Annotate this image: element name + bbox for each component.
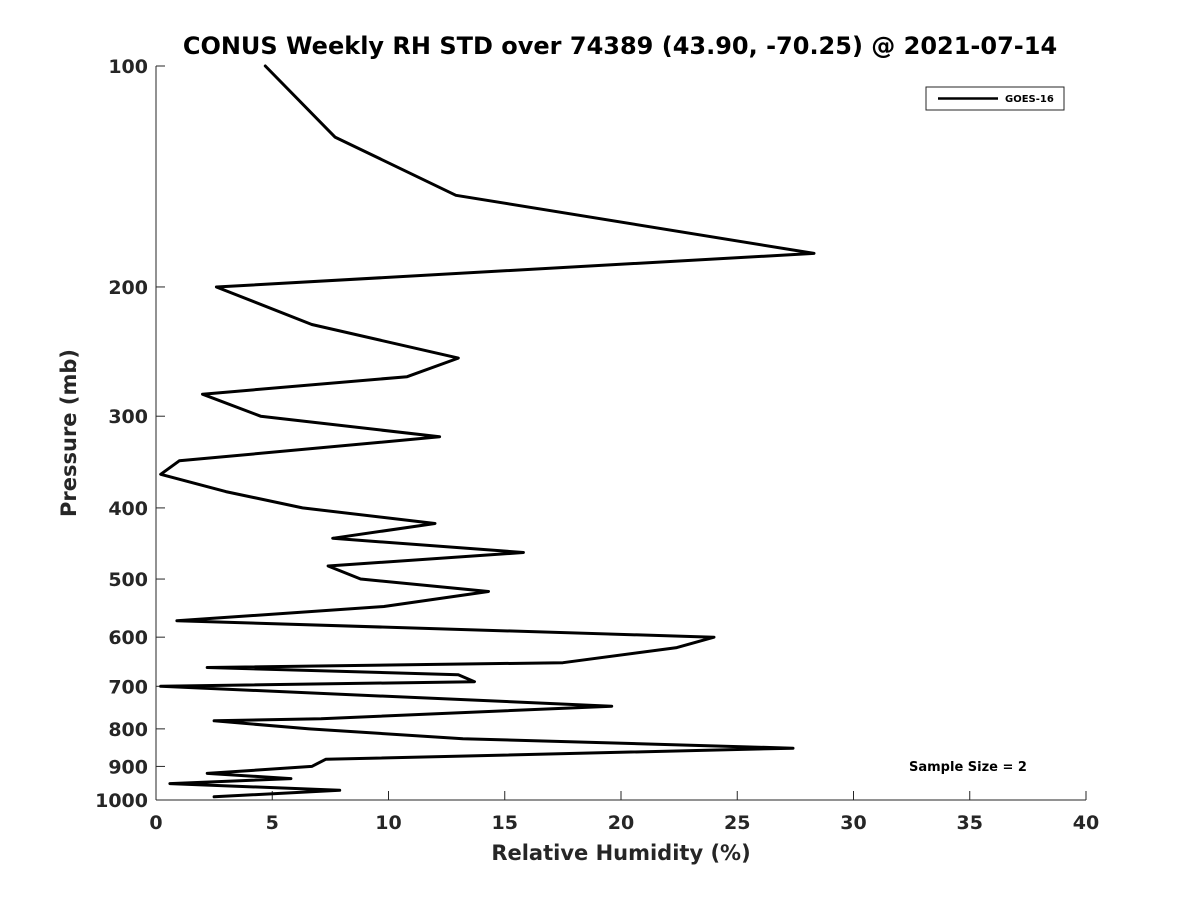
y-tick-label: 400 bbox=[108, 498, 148, 520]
y-tick-label: 500 bbox=[108, 569, 148, 591]
sample-size-annotation: Sample Size = 2 bbox=[909, 760, 1027, 775]
y-tick-label: 600 bbox=[108, 627, 148, 649]
x-tick-label: 0 bbox=[149, 812, 162, 834]
series-line-goes-16 bbox=[159, 64, 816, 799]
y-tick-label: 800 bbox=[108, 719, 148, 741]
y-tick-label: 900 bbox=[108, 756, 148, 778]
y-axis-label: Pressure (mb) bbox=[57, 349, 81, 517]
x-tick-label: 40 bbox=[1073, 812, 1099, 834]
chart-title: CONUS Weekly RH STD over 74389 (43.90, -… bbox=[183, 32, 1057, 60]
x-tick-label: 35 bbox=[957, 812, 983, 834]
x-tick-label: 30 bbox=[840, 812, 866, 834]
y-ticks: 100 200 300 400 500 600 700 800 900 1000 bbox=[95, 56, 165, 812]
axes bbox=[155, 66, 1086, 801]
y-tick-label: 100 bbox=[108, 56, 148, 78]
x-tick-label: 5 bbox=[266, 812, 279, 834]
x-tick-label: 20 bbox=[608, 812, 634, 834]
series-layer bbox=[159, 64, 816, 799]
legend-label-goes-16: GOES-16 bbox=[1005, 94, 1054, 105]
x-tick-label: 15 bbox=[492, 812, 518, 834]
x-tick-label: 10 bbox=[375, 812, 401, 834]
legend: GOES-16 bbox=[925, 86, 1065, 111]
y-tick-label: 300 bbox=[108, 406, 148, 428]
y-tick-label: 200 bbox=[108, 277, 148, 299]
x-tick-label: 25 bbox=[724, 812, 750, 834]
x-axis-label: Relative Humidity (%) bbox=[491, 841, 750, 865]
y-tick-label: 700 bbox=[108, 676, 148, 698]
y-tick-label: 1000 bbox=[95, 790, 148, 812]
x-ticks: 0 5 10 15 20 25 30 35 40 bbox=[149, 791, 1099, 834]
